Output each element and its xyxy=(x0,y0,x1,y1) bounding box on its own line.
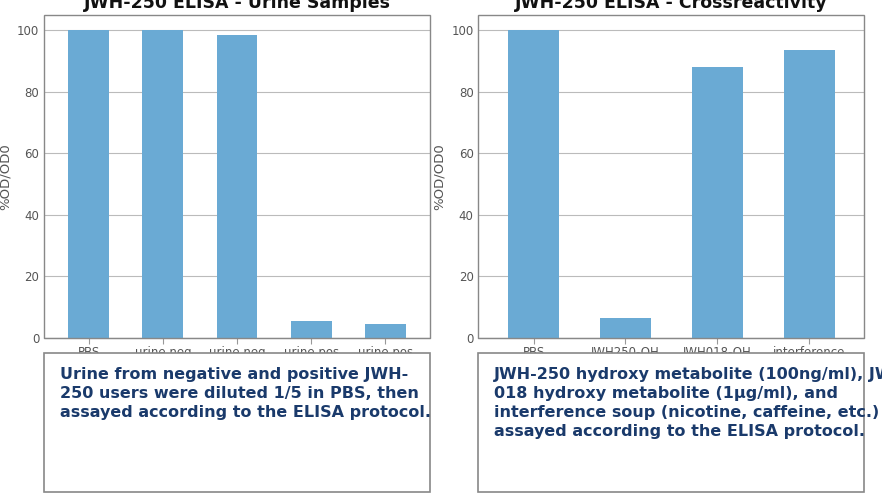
Bar xyxy=(692,67,743,338)
Title: JWH-250 ELISA - Urine Samples: JWH-250 ELISA - Urine Samples xyxy=(84,0,391,12)
Text: Urine from negative and positive JWH-
250 users were diluted 1/5 in PBS, then
as: Urine from negative and positive JWH- 25… xyxy=(60,367,430,420)
Bar xyxy=(365,324,406,338)
Bar xyxy=(217,35,258,338)
FancyBboxPatch shape xyxy=(478,353,864,492)
Title: JWH-250 ELISA - Crossreactivity: JWH-250 ELISA - Crossreactivity xyxy=(515,0,827,12)
Bar xyxy=(291,321,332,338)
Bar xyxy=(68,30,109,338)
Bar xyxy=(784,50,834,338)
Y-axis label: %OD/OD0: %OD/OD0 xyxy=(0,143,11,210)
Text: JWH-250 hydroxy metabolite (100ng/ml), JWH-
018 hydroxy metabolite (1μg/ml), and: JWH-250 hydroxy metabolite (100ng/ml), J… xyxy=(494,367,882,439)
Y-axis label: %OD/OD0: %OD/OD0 xyxy=(433,143,445,210)
FancyBboxPatch shape xyxy=(44,353,430,492)
Bar xyxy=(508,30,559,338)
Bar xyxy=(601,318,651,338)
Bar xyxy=(142,30,183,338)
